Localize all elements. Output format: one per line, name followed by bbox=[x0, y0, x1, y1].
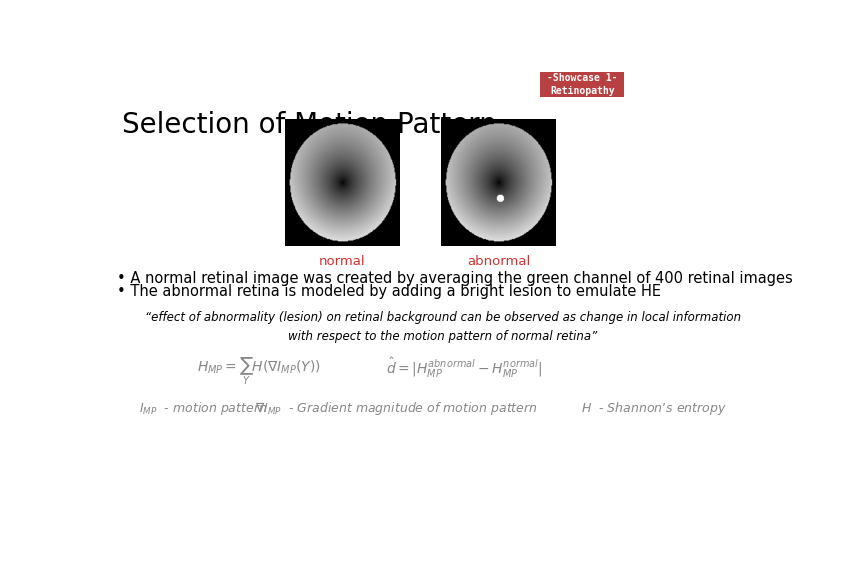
Text: Selection of Motion Pattern: Selection of Motion Pattern bbox=[122, 112, 497, 139]
Text: $I_{MP}$  - motion pattern: $I_{MP}$ - motion pattern bbox=[139, 400, 267, 417]
Text: abnormal: abnormal bbox=[467, 256, 530, 268]
Bar bbox=[285, 119, 399, 246]
Text: • The abnormal retina is modeled by adding a bright lesion to emulate HE: • The abnormal retina is modeled by addi… bbox=[118, 284, 661, 299]
Text: $\hat{d} = |H_{MP}^{abnormal} - H_{MP}^{normal}|$: $\hat{d} = |H_{MP}^{abnormal} - H_{MP}^{… bbox=[386, 355, 543, 380]
Text: “effect of abnormality (lesion) on retinal background can be observed as change : “effect of abnormality (lesion) on retin… bbox=[145, 311, 740, 343]
Text: $H$  - Shannon’s entropy: $H$ - Shannon’s entropy bbox=[581, 400, 727, 417]
FancyBboxPatch shape bbox=[541, 72, 624, 97]
Text: $\nabla I_{MP}$  - Gradient magnitude of motion pattern: $\nabla I_{MP}$ - Gradient magnitude of … bbox=[255, 400, 538, 417]
Bar bbox=[442, 119, 556, 246]
Text: • A normal retinal image was created by averaging the green channel of 400 retin: • A normal retinal image was created by … bbox=[118, 271, 793, 286]
Text: -Showcase 1-
Retinopathy: -Showcase 1- Retinopathy bbox=[547, 73, 618, 96]
Text: normal: normal bbox=[319, 256, 365, 268]
Text: $H_{MP} = \sum_{Y} H(\nabla I_{MP}(Y))$: $H_{MP} = \sum_{Y} H(\nabla I_{MP}(Y))$ bbox=[197, 355, 321, 387]
